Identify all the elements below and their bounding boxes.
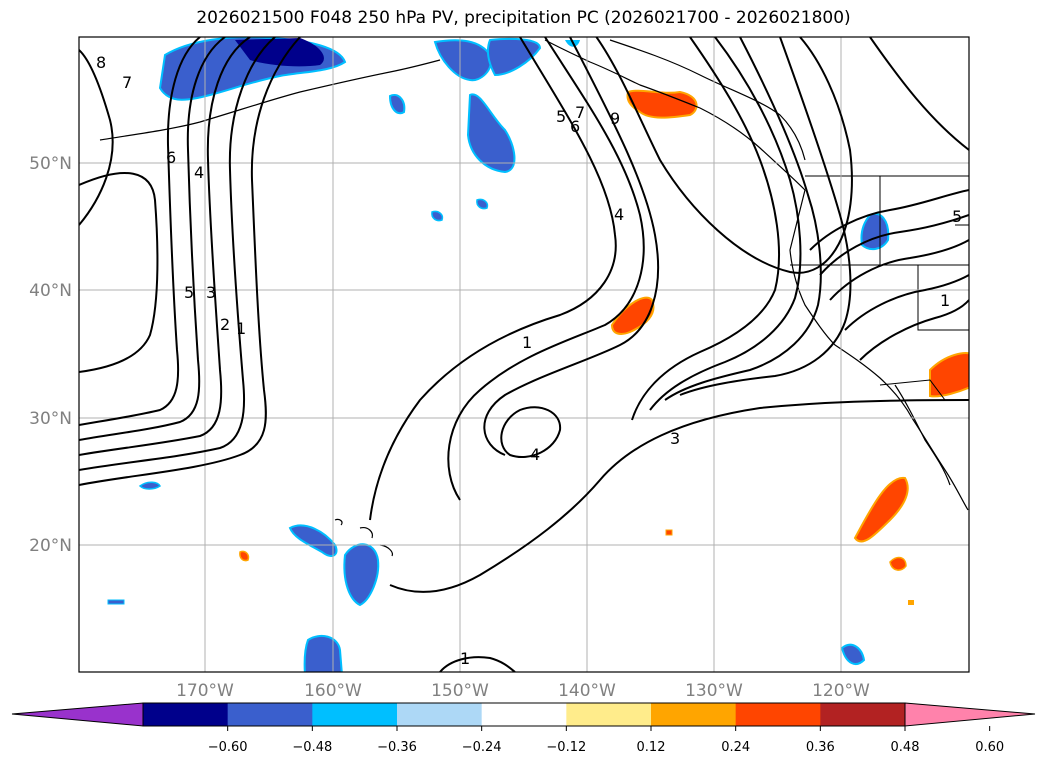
contour-label: 1 bbox=[522, 333, 532, 352]
colorbar-tick-label: 0.48 bbox=[891, 740, 920, 755]
colorbar-tick-label: −0.24 bbox=[462, 740, 502, 755]
colorbar-tick-label: 0.36 bbox=[806, 740, 835, 755]
pv-contours bbox=[79, 37, 969, 672]
lon-label-130w: 130°W bbox=[685, 681, 743, 701]
map-frame bbox=[78, 36, 970, 673]
lon-label-170w: 170°W bbox=[176, 681, 234, 701]
colorbar-segment bbox=[651, 703, 737, 726]
lon-label-140w: 140°W bbox=[558, 681, 616, 701]
colorbar-segment bbox=[312, 703, 398, 726]
lon-label-150w: 150°W bbox=[431, 681, 489, 701]
coastlines bbox=[99, 39, 969, 557]
contour-label: 9 bbox=[610, 109, 620, 128]
contour-label: 4 bbox=[614, 205, 624, 224]
contour-labels: 8 7 6 5 4 3 2 1 9 1 4 3 1 1 5 4 7 6 5 bbox=[96, 53, 962, 668]
contour-label: 7 bbox=[122, 73, 132, 92]
colorbar: −0.60 −0.48 −0.36 −0.24 −0.12 0.12 0.24 0.36 0.4… bbox=[11, 702, 1036, 755]
contour-label: 8 bbox=[96, 53, 106, 72]
contour-label: 5 bbox=[184, 283, 194, 302]
lon-label-120w: 120°W bbox=[812, 681, 870, 701]
contour-label: 4 bbox=[194, 163, 204, 182]
colorbar-segment bbox=[820, 703, 906, 726]
colorbar-extend-high bbox=[905, 703, 1035, 726]
contour-label: 4 bbox=[530, 445, 540, 464]
longitude-labels: 170°W 160°W 150°W 140°W 130°W 120°W bbox=[176, 681, 870, 701]
colorbar-tick-label: −0.60 bbox=[208, 740, 248, 755]
contour-label: 1 bbox=[460, 649, 470, 668]
colorbar-segment bbox=[566, 703, 652, 726]
contour-label: 1 bbox=[940, 291, 950, 310]
colorbar-segment bbox=[481, 703, 567, 726]
colorbar-segment bbox=[397, 703, 483, 726]
contour-label: 7 bbox=[575, 103, 585, 122]
colorbar-segment bbox=[143, 703, 229, 726]
colorbar-tick-label: 0.12 bbox=[637, 740, 666, 755]
lat-label-20n: 20°N bbox=[29, 536, 72, 556]
colorbar-tick-label: 0.24 bbox=[721, 740, 750, 755]
latitude-labels: 20°N 30°N 40°N 50°N bbox=[29, 154, 72, 556]
contour-label: 6 bbox=[570, 117, 580, 136]
lat-label-40n: 40°N bbox=[29, 281, 72, 301]
colorbar-extend-low bbox=[12, 703, 143, 726]
graticule bbox=[79, 37, 969, 672]
colorbar-tick-label: −0.48 bbox=[292, 740, 332, 755]
contour-label: 2 bbox=[220, 315, 230, 334]
lat-label-30n: 30°N bbox=[29, 409, 72, 429]
lon-label-160w: 160°W bbox=[304, 681, 362, 701]
contour-label: 3 bbox=[206, 283, 216, 302]
colorbar-tick-label: −0.12 bbox=[546, 740, 586, 755]
contour-label: 5 bbox=[952, 207, 962, 226]
political-borders bbox=[790, 175, 969, 401]
colorbar-tick-label: −0.36 bbox=[377, 740, 417, 755]
lat-label-50n: 50°N bbox=[29, 154, 72, 174]
contour-label: 3 bbox=[670, 429, 680, 448]
precip-anomaly-fills bbox=[107, 37, 969, 672]
contour-label: 5 bbox=[556, 107, 566, 126]
colorbar-tick-label: 0.60 bbox=[975, 740, 1004, 755]
colorbar-segment bbox=[735, 703, 821, 726]
contour-label: 1 bbox=[236, 319, 246, 338]
colorbar-segment bbox=[227, 703, 313, 726]
contour-label: 6 bbox=[166, 148, 176, 167]
map-title: 2026021500 F048 250 hPa PV, precipitatio… bbox=[196, 8, 851, 28]
